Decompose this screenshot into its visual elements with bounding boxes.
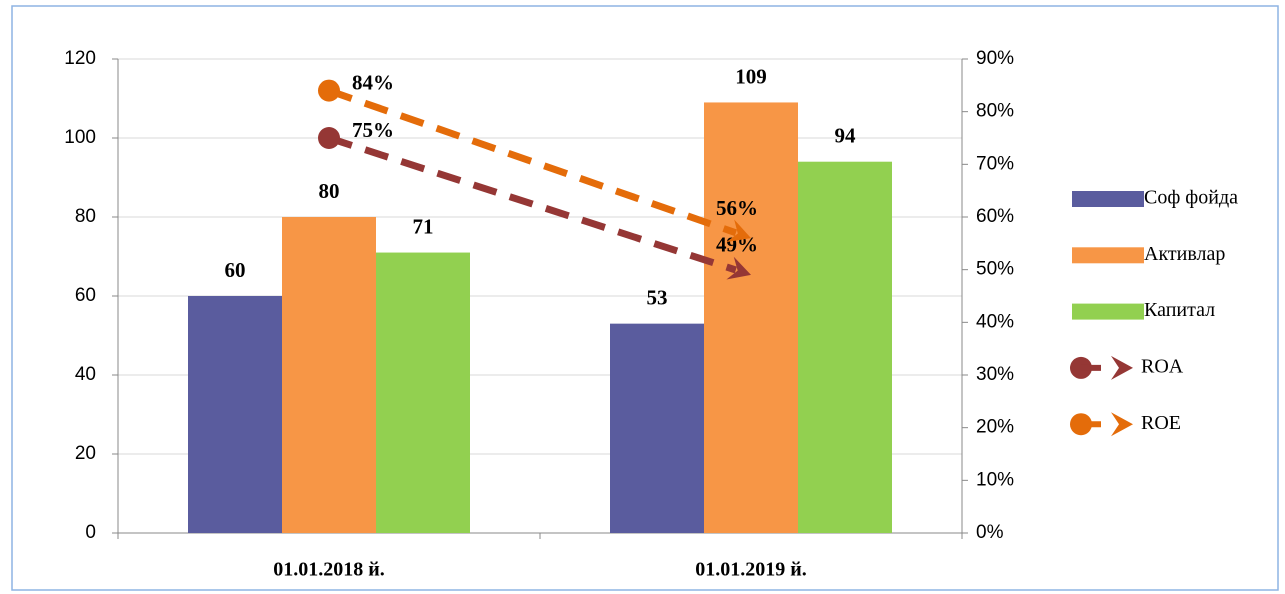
bar-value-label: 109 xyxy=(735,64,767,88)
y2-tick-label: 10% xyxy=(976,469,1014,490)
bar xyxy=(798,161,892,533)
y-tick-label: 40 xyxy=(75,364,96,385)
legend-label: ROA xyxy=(1141,355,1184,377)
y2-tick-label: 20% xyxy=(976,417,1014,438)
bar xyxy=(376,252,470,534)
line-series xyxy=(327,134,737,274)
y-tick-label: 0 xyxy=(85,522,96,543)
y2-tick-label: 40% xyxy=(976,311,1014,332)
y-tick-label: 60 xyxy=(75,285,96,306)
y2-tick-label: 70% xyxy=(976,153,1014,174)
bar-value-label: 94 xyxy=(835,124,857,148)
x-tick-label: 01.01.2018 й. xyxy=(273,559,385,581)
y2-tick-label: 90% xyxy=(976,48,1014,69)
y-tick-label: 20 xyxy=(75,443,96,464)
line-value-label: 84% xyxy=(352,70,394,94)
bar xyxy=(282,217,376,533)
legend-swatch xyxy=(1072,247,1144,264)
legend-label: Капитал xyxy=(1144,299,1215,321)
line-value-label: 75% xyxy=(352,118,394,142)
bar xyxy=(188,296,282,533)
line-end-arrow xyxy=(726,219,751,243)
legend-label: ROE xyxy=(1141,412,1181,434)
y2-tick-label: 50% xyxy=(976,259,1014,280)
legend-swatch xyxy=(1072,191,1144,207)
y-tick-label: 100 xyxy=(64,127,96,148)
bar xyxy=(610,323,704,533)
legend-arrow xyxy=(1111,355,1133,380)
legend-swatch xyxy=(1072,303,1144,320)
bar-value-label: 53 xyxy=(647,285,668,309)
y-tick-label: 120 xyxy=(64,48,96,69)
legend-label: Активлар xyxy=(1144,243,1225,265)
y2-tick-label: 30% xyxy=(976,364,1014,385)
bar-value-label: 71 xyxy=(413,214,434,238)
line-end-arrow xyxy=(726,256,752,280)
line-value-label: 56% xyxy=(716,196,758,220)
line-start-marker xyxy=(318,127,340,149)
legend-label: Соф фойда xyxy=(1144,187,1238,209)
line-series xyxy=(327,87,738,237)
x-tick-label: 01.01.2019 й. xyxy=(695,559,807,581)
y-tick-label: 80 xyxy=(75,206,96,227)
bar xyxy=(704,102,798,533)
line-start-marker xyxy=(318,79,340,102)
y2-tick-label: 0% xyxy=(976,522,1004,543)
y2-tick-label: 60% xyxy=(976,206,1014,227)
bar-value-label: 80 xyxy=(319,179,340,203)
legend-arrow xyxy=(1111,412,1133,437)
bar-value-label: 60 xyxy=(225,258,246,282)
y2-tick-label: 80% xyxy=(976,101,1014,122)
